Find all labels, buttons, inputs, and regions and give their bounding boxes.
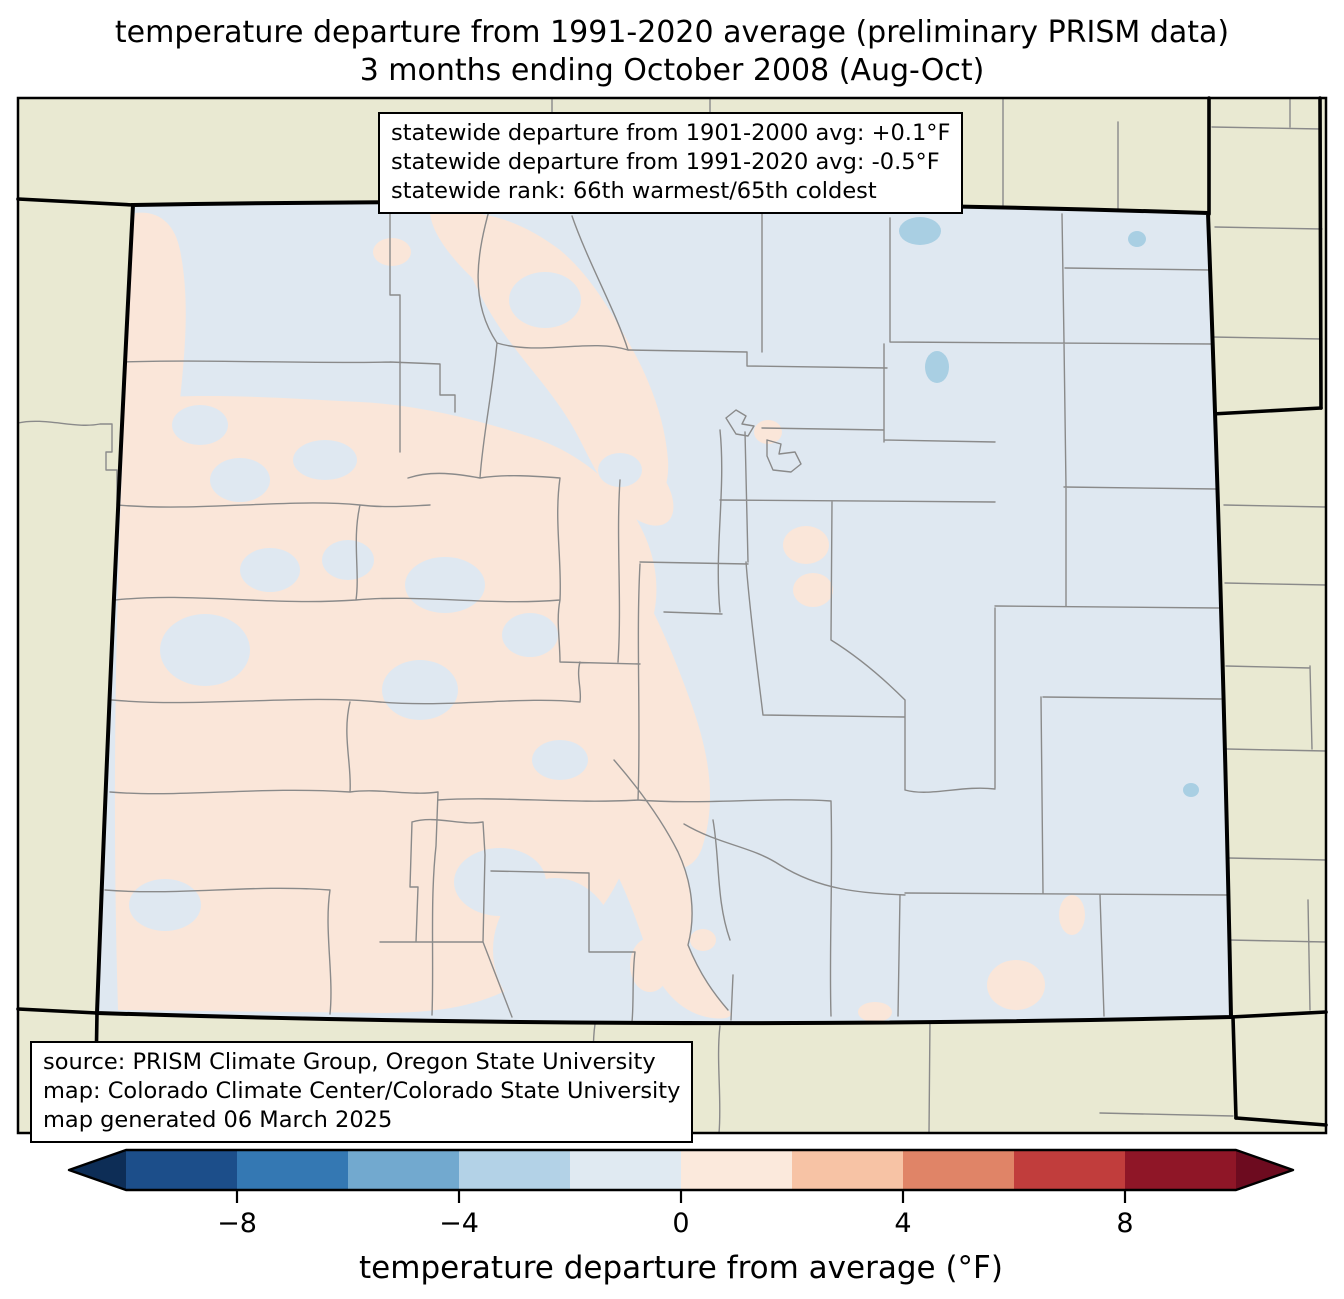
source-attribution-box: source: PRISM Climate Group, Oregon Stat…	[30, 1041, 694, 1143]
tick-label-4: 4	[894, 1208, 911, 1239]
colorbar-axis-label: temperature departure from average (°F)	[359, 1250, 1003, 1286]
county-boundaries	[104, 206, 1229, 1023]
tick-label-0: 0	[672, 1208, 689, 1239]
map-title-line2: 3 months ending October 2008 (Aug-Oct)	[359, 53, 985, 88]
tick-label-8: 8	[1116, 1208, 1133, 1239]
colorbar: −8 −4 0 4 8 temperature departure from a…	[67, 1148, 1295, 1286]
map-title-line1: temperature departure from 1991-2020 ave…	[114, 15, 1230, 50]
lakes	[899, 217, 1199, 797]
colorbar-under-arrow	[69, 1150, 126, 1190]
tick-label-neg4: −4	[439, 1208, 479, 1239]
colorado-map	[16, 96, 1328, 1135]
colorbar-segments	[69, 1150, 1293, 1190]
cool-anomaly-patches	[129, 272, 642, 1022]
stats-line-2: statewide departure from 1991-2020 avg: …	[391, 149, 940, 175]
statewide-stats-box: statewide departure from 1901-2000 avg: …	[378, 112, 964, 214]
stats-line-3: statewide rank: 66th warmest/65th coldes…	[391, 178, 877, 204]
stats-line-1: statewide departure from 1901-2000 avg: …	[391, 120, 951, 146]
tick-label-neg8: −8	[217, 1208, 257, 1239]
colorbar-outline	[67, 1148, 1295, 1192]
source-line-2: map: Colorado Climate Center/Colorado St…	[43, 1078, 681, 1104]
source-line-3: map generated 06 March 2025	[43, 1107, 393, 1133]
colorbar-ticks	[235, 1190, 1127, 1203]
source-line-1: source: PRISM Climate Group, Oregon Stat…	[43, 1049, 656, 1075]
colorbar-over-arrow	[1236, 1150, 1293, 1190]
